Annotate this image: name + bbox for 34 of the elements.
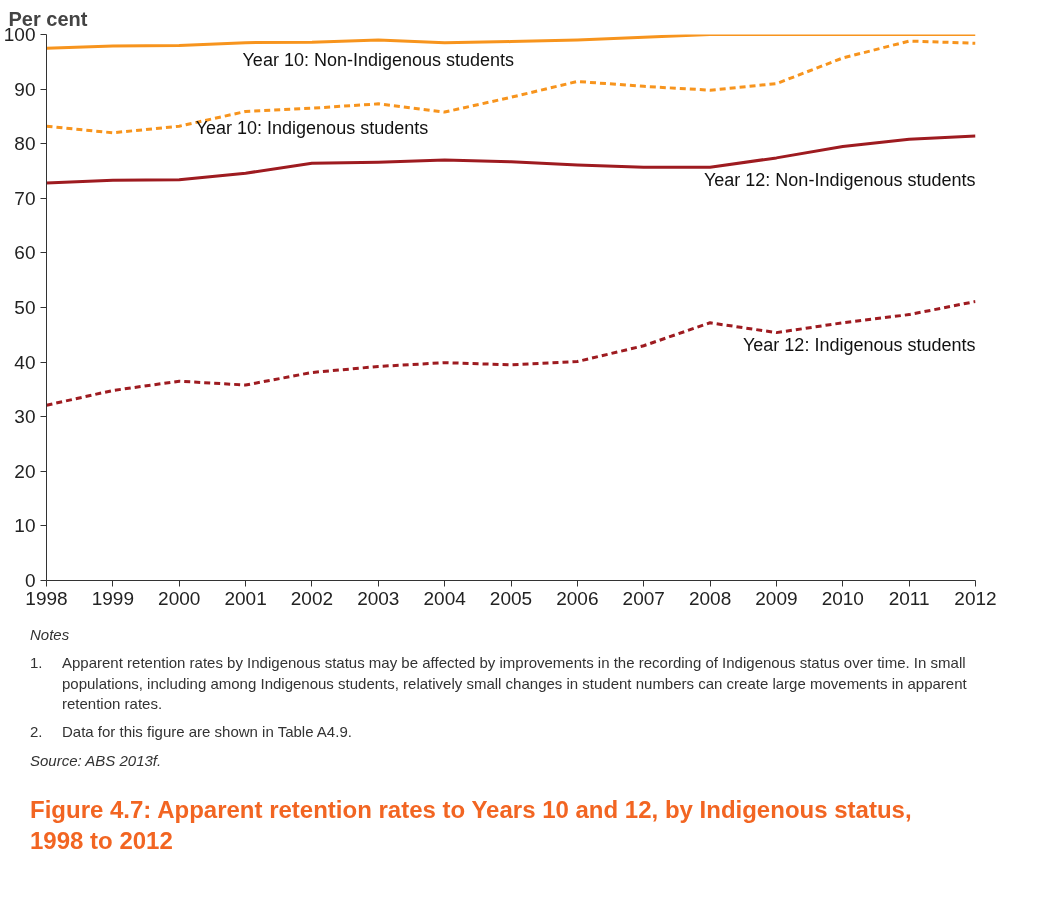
line-series — [46, 299, 976, 407]
x-tick-label: 2011 — [888, 587, 930, 609]
line-series — [46, 34, 976, 50]
x-tick-label: 2005 — [489, 587, 533, 609]
y-tick-label: 20 — [14, 460, 36, 482]
y-tick-label: 80 — [14, 133, 36, 155]
x-tick-label: 2001 — [224, 587, 267, 609]
series-label: Year 10: Indigenous students — [195, 118, 429, 139]
x-tick-label: 2010 — [821, 587, 864, 609]
y-tick-label: 90 — [14, 78, 36, 100]
x-tick-label: 2003 — [357, 587, 400, 609]
series-label: Year 10: Non-Indigenous students — [242, 49, 515, 70]
x-tick-label: 1999 — [91, 587, 134, 609]
text: Notes — [30, 625, 70, 645]
x-tick-label: 2012 — [954, 587, 997, 609]
text: Figure 4.7: Apparent retention rates to Years 10 and 12, by Indigenous status, 1998 to 2012 — [30, 794, 913, 857]
x-tick-label: 2009 — [755, 587, 798, 609]
y-tick-label: 70 — [14, 187, 36, 209]
y-tick-label: 50 — [14, 297, 36, 318]
y-tick-label: 10 — [14, 515, 36, 537]
x-tick-label: 2006 — [556, 587, 599, 609]
x-tick-label: 2008 — [688, 587, 732, 609]
text: 2. Data for this figure are shown in Table A4.9. — [30, 723, 352, 741]
x-tick-label: 2007 — [622, 587, 665, 609]
x-tick-label: 2000 — [158, 587, 201, 609]
x-tick-label: 2004 — [423, 587, 467, 609]
y-tick-label: 60 — [14, 242, 36, 264]
x-tick-label: 2002 — [290, 587, 334, 609]
y-tick-label: 40 — [14, 351, 36, 373]
series-label: Year 12: Non-Indigenous students — [703, 170, 976, 191]
source-note: Source: ABS 2013f. — [30, 751, 162, 772]
text: 1. Apparent retention rates by Indigenous status may be affected by improvements in the recording of Indigenous status over time. In small populations, including among Indigenous students, relatively small changes in student numbers can create large movements in apparent retention rates. — [30, 654, 967, 712]
y-tick-label: 30 — [14, 406, 36, 428]
series-label: Year 12: Indigenous students — [742, 335, 976, 356]
